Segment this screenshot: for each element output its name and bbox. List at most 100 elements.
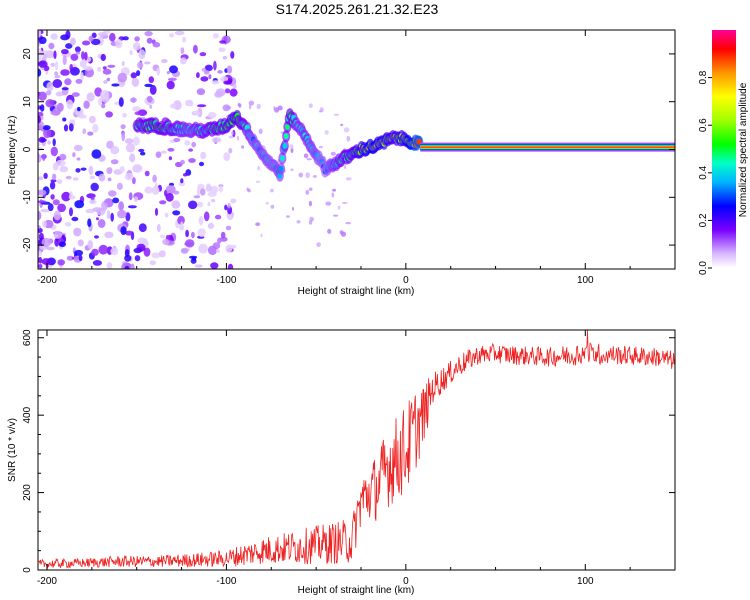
noise-blob: [38, 264, 43, 269]
noise-blob: [160, 234, 166, 239]
x-tick-label: 0: [403, 576, 409, 587]
noise-blob: [171, 200, 181, 209]
noise-blob: [309, 216, 315, 222]
noise-blob: [110, 159, 119, 165]
noise-blob: [124, 172, 134, 181]
noise-blob: [48, 42, 55, 50]
noise-blob: [57, 179, 63, 185]
colorbar: 0.0 0.2 0.4 0.6 0.8 Normalized spectral ampl…: [698, 30, 749, 275]
noise-blob: [340, 123, 344, 127]
noise-blob: [224, 204, 228, 211]
noise-blob: [47, 203, 54, 212]
noise-blob: [333, 113, 340, 116]
noise-blob: [305, 172, 311, 179]
noise-blob: [180, 178, 184, 184]
noise-blob: [138, 148, 145, 153]
noise-blob: [65, 175, 72, 180]
noise-blob: [308, 187, 313, 191]
noise-blob: [191, 110, 201, 116]
noise-blob: [100, 89, 110, 100]
noise-blob: [125, 143, 136, 153]
noise-blob: [223, 80, 233, 85]
noise-blob: [71, 92, 80, 97]
noise-blob: [86, 92, 95, 102]
noise-blob: [125, 138, 134, 144]
noise-blob: [120, 226, 127, 236]
noise-blob: [40, 104, 45, 112]
noise-blob: [230, 131, 234, 136]
noise-blob: [50, 146, 58, 157]
noise-blob: [110, 146, 120, 155]
noise-blob: [78, 114, 87, 119]
y-tick-label: -20: [22, 237, 33, 252]
noise-blob: [61, 49, 69, 55]
x-tick-label: -200: [37, 275, 57, 286]
noise-blob: [38, 60, 48, 68]
noise-blob: [54, 75, 61, 79]
noise-blob: [83, 65, 93, 71]
snr-ticks: -200 -100 0 100 0 200 400 600: [22, 329, 676, 587]
noise-blob: [97, 219, 106, 228]
noise-blob: [106, 140, 114, 149]
noise-blob: [75, 168, 81, 173]
colorbar-tick-label: 0.6: [698, 118, 709, 132]
x-tick-label: 0: [403, 275, 409, 286]
noise-blob: [50, 194, 55, 200]
noise-blob: [130, 263, 135, 269]
noise-blob: [132, 136, 140, 146]
noise-blob: [220, 231, 226, 239]
colorbar-tick-label: 0.2: [698, 213, 709, 227]
noise-blob: [38, 250, 42, 257]
noise-blob: [209, 185, 219, 194]
noise-blob: [77, 239, 84, 247]
noise-blob: [332, 214, 339, 217]
noise-blob: [344, 165, 347, 169]
noise-blob: [132, 106, 141, 112]
noise-blob: [274, 107, 280, 113]
noise-blob: [156, 223, 161, 233]
noise-blob: [40, 138, 47, 143]
noise-blob: [122, 36, 129, 41]
noise-blob: [92, 207, 103, 212]
noise-blob: [54, 61, 59, 71]
noise-blob: [342, 201, 348, 204]
noise-blob: [204, 64, 213, 72]
noise-blob: [144, 83, 153, 88]
noise-blob: [52, 199, 60, 206]
noise-blob: [158, 250, 166, 258]
noise-blob: [238, 103, 242, 108]
noise-blob: [191, 141, 197, 148]
noise-blob: [50, 33, 58, 40]
noise-blob: [90, 182, 99, 192]
noise-blob: [66, 255, 74, 261]
noise-blob: [47, 140, 51, 145]
ridge-point: [279, 155, 285, 162]
noise-blob: [58, 241, 66, 248]
noise-blob: [230, 51, 235, 59]
noise-blob: [69, 191, 73, 199]
noise-blob: [143, 247, 151, 257]
noise-blob: [73, 144, 83, 152]
noise-blob: [43, 128, 52, 139]
noise-blob: [178, 181, 185, 187]
noise-blob: [192, 256, 196, 261]
x-tick-label: -200: [37, 576, 57, 587]
noise-blob: [305, 189, 310, 195]
x-tick-label: -100: [216, 275, 236, 286]
noise-blob: [318, 110, 323, 113]
ridge-point: [282, 142, 288, 149]
noise-blob: [120, 81, 126, 86]
noise-blob: [62, 55, 67, 66]
noise-blob: [71, 216, 79, 222]
noise-blob: [182, 36, 187, 43]
x-tick-label: 100: [577, 275, 594, 286]
noise-blob: [180, 248, 189, 254]
noise-blob: [219, 40, 227, 44]
noise-blob: [200, 76, 209, 82]
noise-blob: [180, 57, 187, 65]
noise-blob: [173, 137, 181, 143]
noise-blob: [107, 177, 112, 182]
ridge-point: [284, 123, 290, 130]
noise-blob: [218, 185, 223, 193]
